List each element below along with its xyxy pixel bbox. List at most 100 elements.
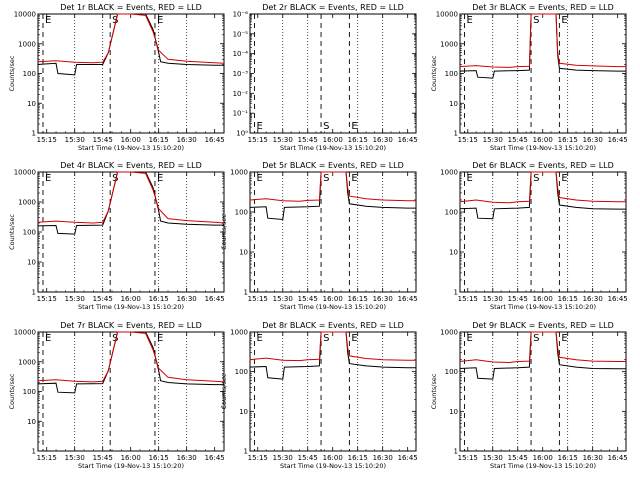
x-tick-label: 16:45: [398, 295, 418, 303]
x-tick-label: 16:45: [398, 136, 418, 144]
x-tick-label: 16:00: [323, 454, 343, 462]
event-marker-E: E: [466, 173, 472, 184]
x-axis-label: Start Time (19-Nov-13 15:10:20): [78, 144, 184, 152]
x-tick-label: 16:00: [533, 454, 553, 462]
x-tick-label: 16:15: [149, 295, 169, 303]
x-tick-label: 15:45: [298, 454, 318, 462]
x-tick-label: 15:45: [298, 295, 318, 303]
series-lld-line: [459, 13, 626, 68]
y-tick-label: 1000: [440, 329, 458, 337]
plot-frame: [459, 13, 627, 134]
y-tick-label: 10000: [436, 11, 458, 19]
panel-title: Det 3r BLACK = Events, RED = LLD: [472, 3, 614, 12]
panel-title: Det 2r BLACK = Events, RED = LLD: [262, 3, 404, 12]
event-marker-S: S: [112, 333, 118, 344]
x-tick-label: 15:30: [273, 136, 293, 144]
x-tick-label: 16:00: [533, 136, 553, 144]
x-tick-label: 16:30: [373, 454, 393, 462]
y-tick-label: 10000: [14, 169, 36, 177]
event-marker-E: E: [45, 15, 51, 26]
y-tick-label: 1000: [18, 199, 36, 207]
y-tick-label: 10: [27, 259, 36, 267]
panel-title: Det 6r BLACK = Events, RED = LLD: [472, 161, 614, 170]
x-axis-label: Start Time (19-Nov-13 15:10:20): [490, 144, 596, 152]
x-tick-label: 16:15: [348, 136, 368, 144]
panel-title: Det 7r BLACK = Events, RED = LLD: [60, 321, 202, 330]
x-tick-label: 16:00: [323, 295, 343, 303]
x-tick-label: 15:30: [65, 136, 85, 144]
event-marker-E: E: [157, 15, 163, 26]
y-tick-label: 10: [27, 100, 36, 108]
y-axis-label: Counts/sec: [220, 373, 228, 409]
x-tick-label: 16:45: [608, 136, 628, 144]
y-tick-label: 1000: [440, 169, 458, 177]
panel-title: Det 4r BLACK = Events, RED = LLD: [60, 161, 202, 170]
x-tick-label: 16:15: [558, 454, 578, 462]
x-tick-label: 15:45: [298, 136, 318, 144]
y-tick-label: 100: [23, 229, 36, 237]
x-tick-label: 15:45: [508, 295, 528, 303]
x-tick-label: 16:00: [323, 136, 343, 144]
y-tick-label: 10000: [14, 11, 36, 19]
x-tick-label: 16:15: [149, 136, 169, 144]
event-marker-S: S: [533, 333, 539, 344]
y-tick-label: 10⁻¹: [233, 110, 249, 118]
plot-frame: [37, 171, 225, 293]
x-tick-label: 16:15: [348, 295, 368, 303]
plot-frame: [459, 171, 627, 293]
event-marker-S: S: [112, 15, 118, 26]
x-tick-label: 16:45: [608, 295, 628, 303]
plot-frame: [249, 13, 417, 134]
y-tick-label: 1000: [440, 40, 458, 48]
x-tick-label: 15:15: [37, 136, 57, 144]
plot-frame: [37, 13, 225, 134]
x-tick-label: 15:45: [93, 136, 113, 144]
x-tick-label: 15:30: [483, 454, 503, 462]
series-events-line: [249, 331, 416, 380]
event-marker-E: E: [157, 173, 163, 184]
x-tick-label: 15:15: [248, 454, 268, 462]
panel-title: Det 8r BLACK = Events, RED = LLD: [262, 321, 404, 330]
y-tick-label: 10: [449, 408, 458, 416]
y-tick-label: 10000: [14, 329, 36, 337]
y-tick-label: 1000: [18, 40, 36, 48]
y-axis-label: Counts/sec: [220, 214, 228, 250]
x-axis-label: Start Time (19-Nov-13 15:10:20): [280, 462, 386, 470]
panel-det-7: Det 7r BLACK = Events, RED = LLD 1 10 100 10…: [8, 321, 225, 470]
x-tick-label: 15:30: [483, 136, 503, 144]
x-tick-label: 16:00: [121, 454, 141, 462]
x-tick-label: 16:15: [558, 295, 578, 303]
x-tick-label: 15:45: [508, 136, 528, 144]
event-marker-E: E: [351, 173, 357, 184]
y-tick-label: 10: [239, 249, 248, 257]
x-tick-label: 15:15: [458, 295, 478, 303]
y-tick-label: 10: [449, 100, 458, 108]
x-tick-label: 16:45: [205, 295, 225, 303]
event-marker-E: E: [256, 173, 262, 184]
plot-frame: [249, 331, 417, 452]
series-lld-line: [37, 171, 225, 224]
y-tick-label: 10⁻⁶: [233, 11, 249, 19]
x-tick-label: 16:30: [177, 136, 197, 144]
y-axis-label: Counts/sec: [8, 373, 16, 409]
x-tick-label: 16:45: [398, 454, 418, 462]
x-axis-label: Start Time (19-Nov-13 15:10:20): [78, 303, 184, 311]
x-tick-label: 15:30: [65, 454, 85, 462]
panel-det-6: Det 6r BLACK = Events, RED = LLD 1 10 100 10…: [440, 161, 628, 311]
panel-det-8: Det 8r BLACK = Events, RED = LLD 1 10 100 10…: [220, 321, 418, 470]
event-marker-E: E: [45, 173, 51, 184]
y-tick-label: 10: [27, 418, 36, 426]
series-lld-line: [249, 331, 416, 362]
y-tick-label: 10⁻²: [233, 90, 249, 98]
y-tick-label: 100: [235, 368, 248, 376]
y-axis-label: Counts/sec: [8, 214, 16, 250]
y-tick-label: 100: [23, 388, 36, 396]
x-tick-label: 16:15: [348, 454, 368, 462]
event-marker-E: E: [351, 333, 357, 344]
x-tick-label: 15:15: [37, 295, 57, 303]
event-marker-E: E: [45, 333, 51, 344]
plot-frame: [37, 331, 225, 452]
y-axis-label: Counts/sec: [8, 55, 16, 91]
event-marker-S: S: [533, 173, 539, 184]
series-events-line: [459, 13, 626, 79]
